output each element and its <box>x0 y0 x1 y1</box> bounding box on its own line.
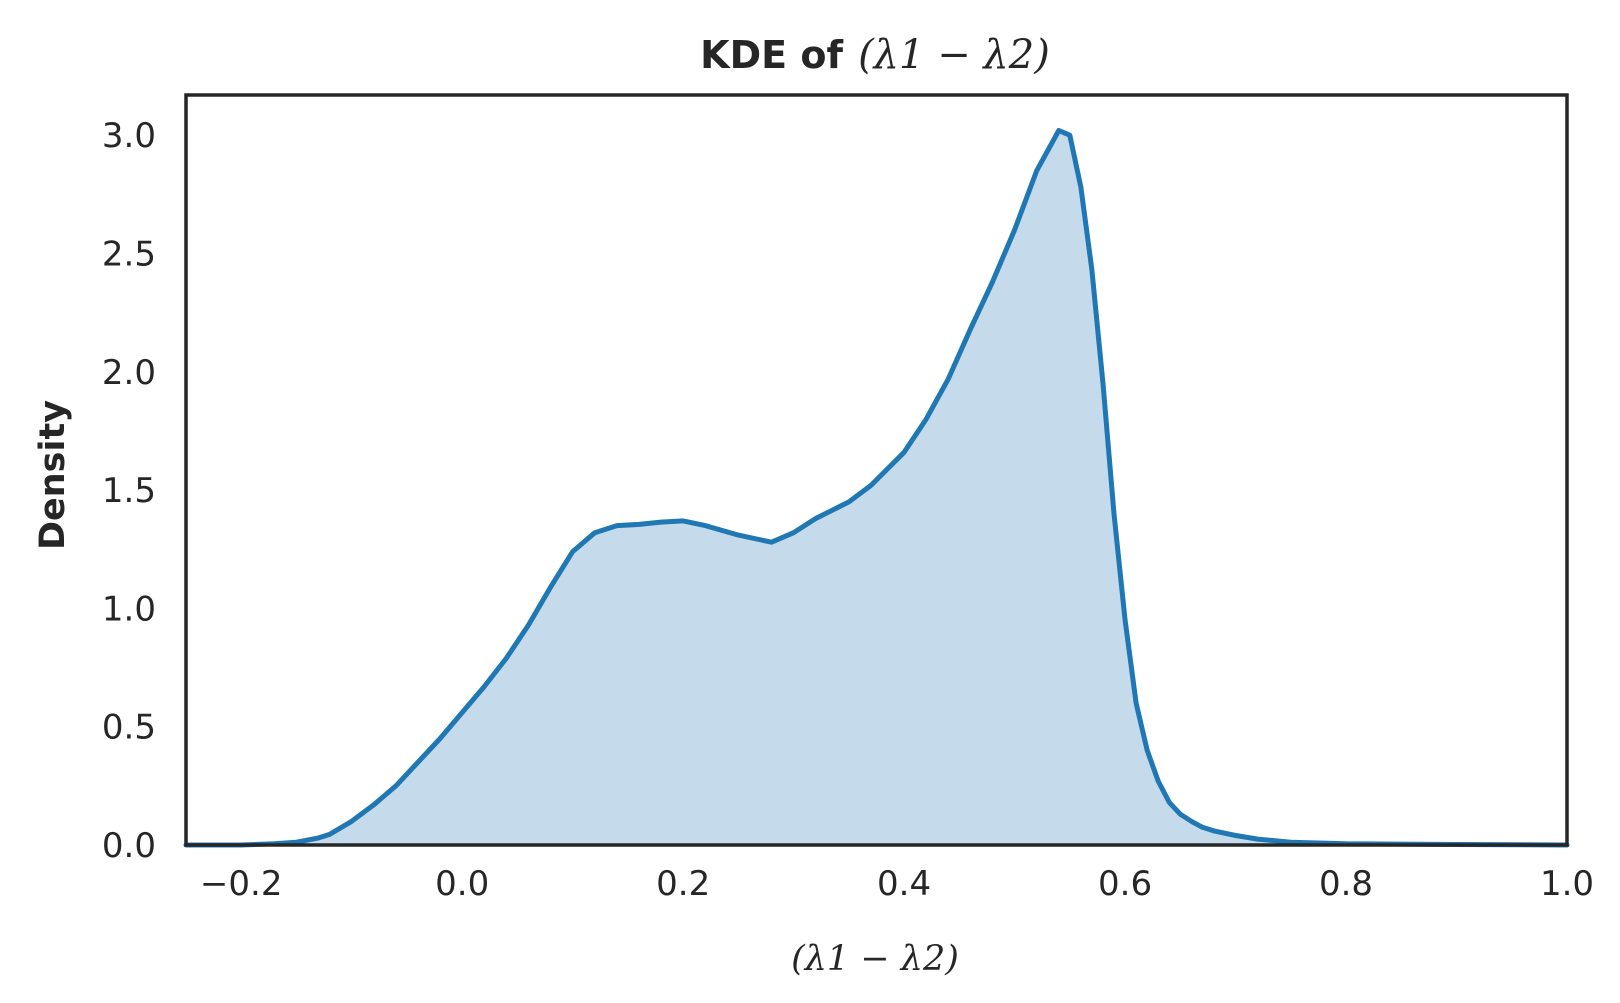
x-tick-label: −0.2 <box>200 864 283 904</box>
kde-line <box>183 128 1570 848</box>
x-axis-label: (λ1 − λ2) <box>791 939 959 979</box>
y-tick-label: 2.0 <box>102 353 156 393</box>
x-tick-label: 0.0 <box>435 864 489 904</box>
chart-title-math: (λ1 − λ2) <box>858 32 1050 78</box>
y-tick-label: 3.0 <box>102 116 156 156</box>
kde-fill-area <box>186 130 1567 845</box>
chart-title-text: KDE of <box>700 33 843 77</box>
chart-title: KDE of (λ1 − λ2) <box>700 32 1050 78</box>
y-axis-label: Density <box>33 400 73 550</box>
plot-area <box>183 128 1570 848</box>
y-tick-label: 2.5 <box>102 235 156 275</box>
x-axis-ticks: −0.2 0.0 0.2 0.4 0.6 0.8 1.0 <box>200 864 1594 904</box>
x-tick-label: 0.8 <box>1319 864 1373 904</box>
plot-frame <box>184 93 1569 847</box>
y-tick-label: 0.0 <box>102 826 156 866</box>
y-tick-label: 0.5 <box>102 708 156 748</box>
x-tick-label: 0.2 <box>656 864 710 904</box>
x-tick-label: 0.6 <box>1098 864 1152 904</box>
y-tick-label: 1.0 <box>102 589 156 629</box>
x-tick-label: 0.4 <box>877 864 931 904</box>
x-tick-label: 1.0 <box>1540 864 1594 904</box>
y-tick-label: 1.5 <box>102 471 156 511</box>
y-axis-ticks: 0.0 0.5 1.0 1.5 2.0 2.5 3.0 <box>102 116 156 866</box>
